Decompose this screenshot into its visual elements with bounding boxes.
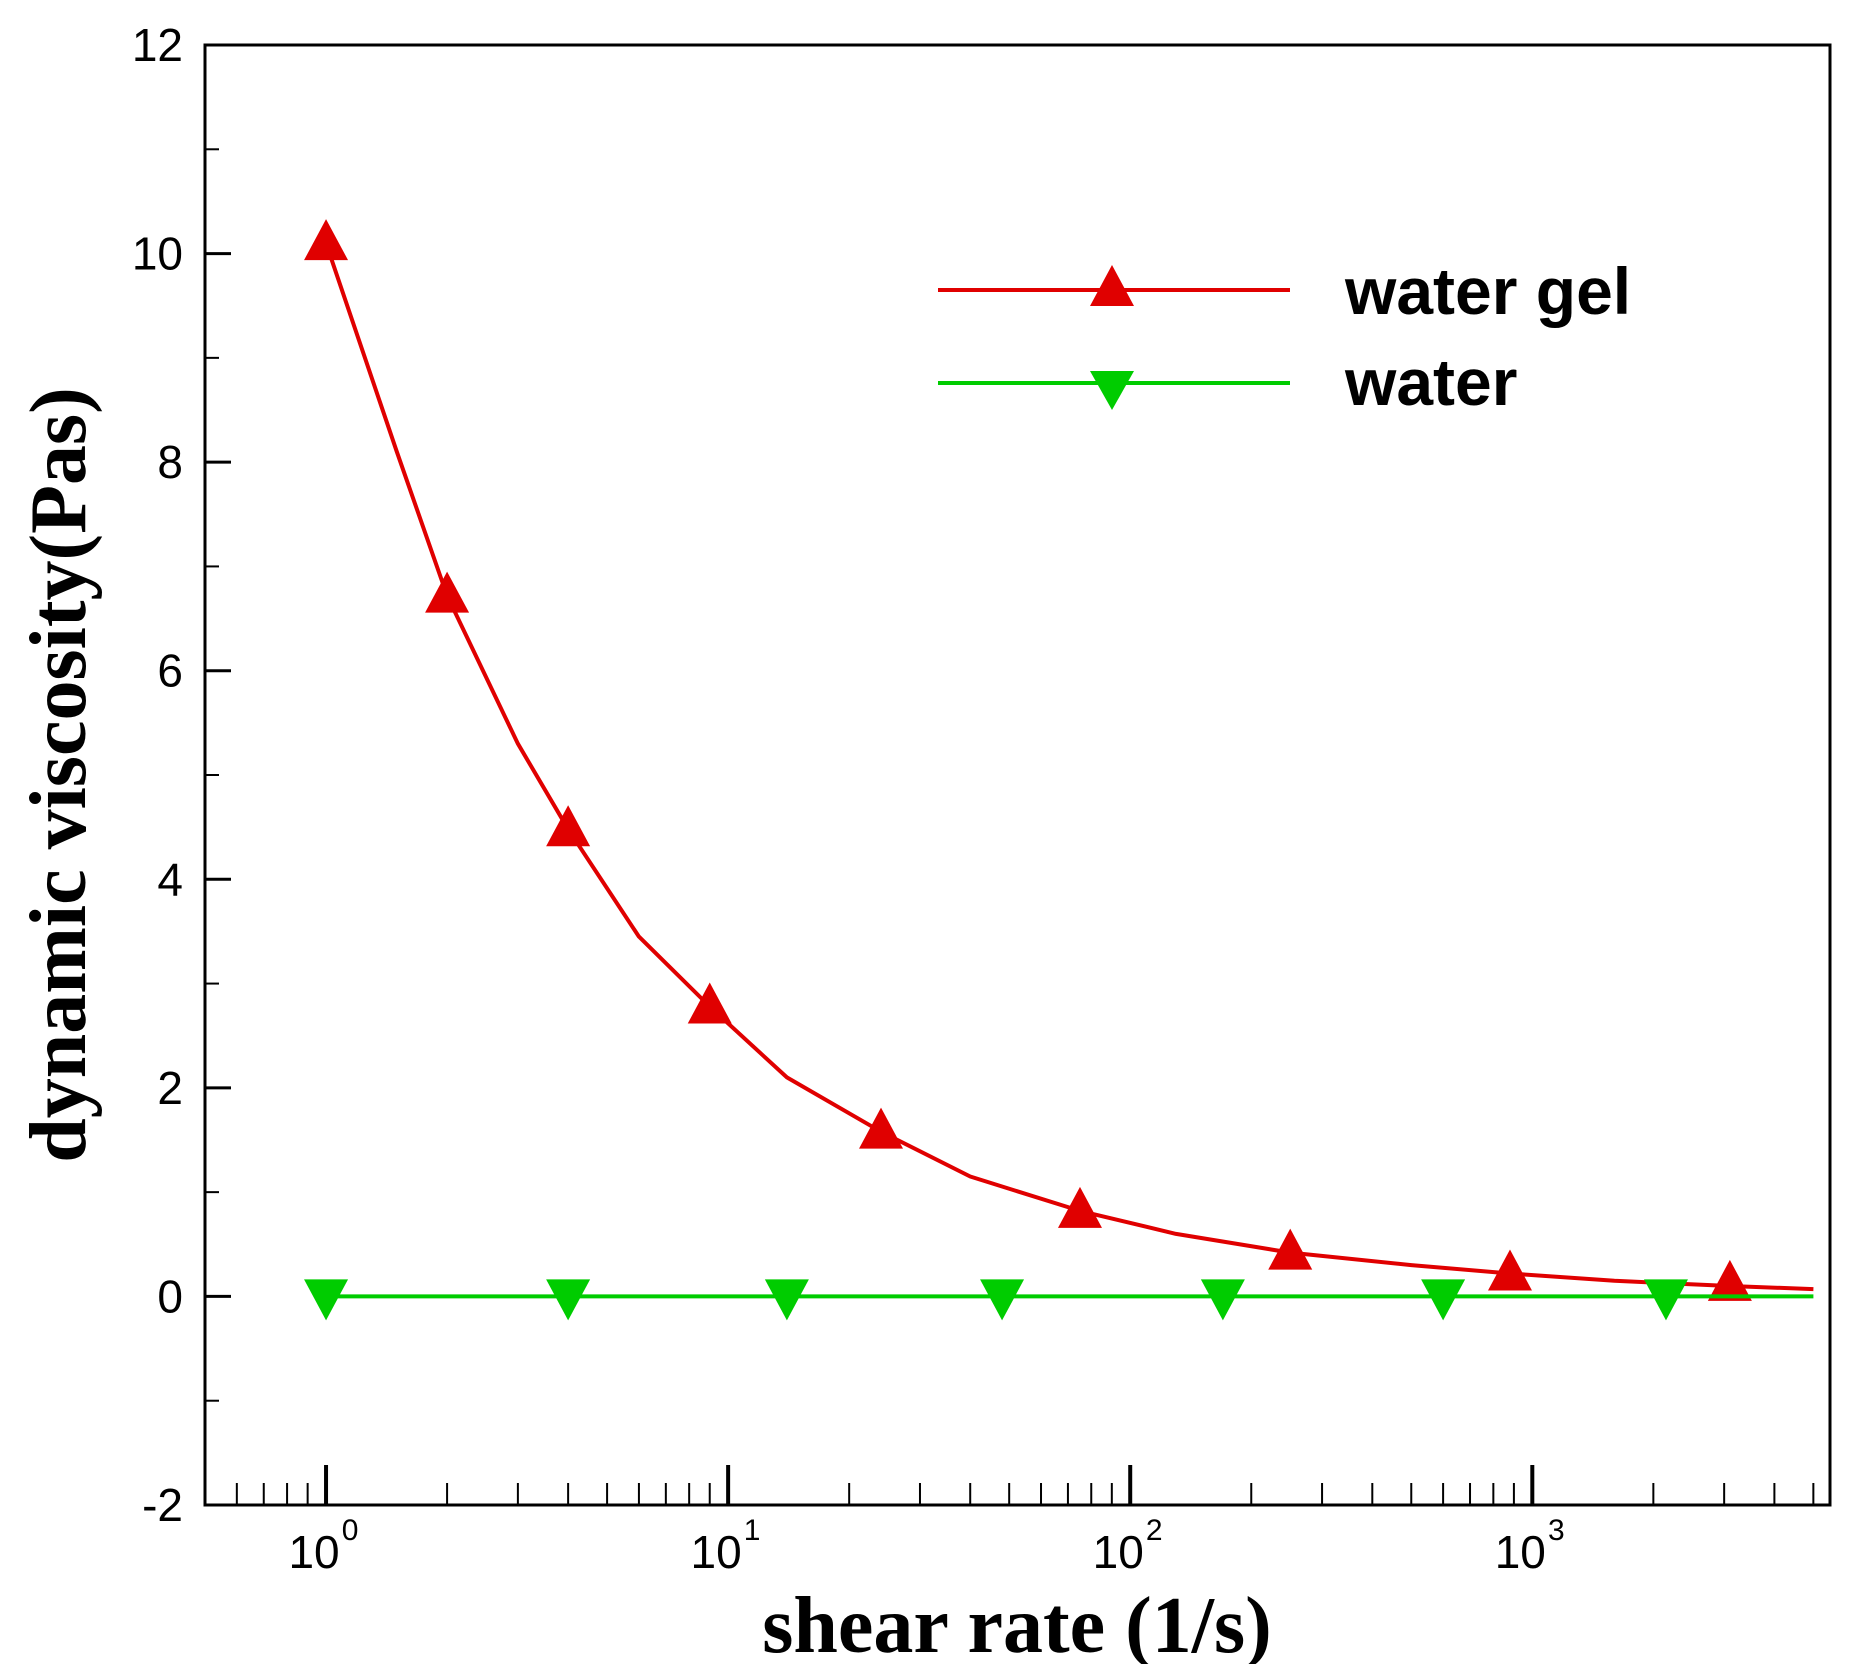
- x-tick-label-exponent: 2: [1146, 1514, 1163, 1547]
- x-axis-ticks: 10 0 10 1 10 2 10 3: [204, 1465, 1815, 1578]
- data-point-water-gel: [546, 805, 591, 847]
- legend: water gel water: [938, 254, 1631, 419]
- x-axis-title: shear rate (1/s): [762, 1582, 1272, 1664]
- y-tick-label: 2: [157, 1062, 183, 1114]
- data-point-water-gel: [1057, 1186, 1102, 1228]
- data-point-water-gel: [687, 982, 732, 1024]
- x-tick-label-exponent: 3: [1548, 1514, 1565, 1547]
- data-point-water: [980, 1279, 1025, 1321]
- data-point-water: [546, 1279, 591, 1321]
- x-tick-label: 10: [288, 1526, 339, 1578]
- y-axis-ticks: -2 0 2 4 6 8 10 12: [132, 19, 231, 1531]
- series-line-water-gel: [324, 242, 1814, 1292]
- data-point-water-gel: [1268, 1228, 1313, 1270]
- data-point-water-gel: [1487, 1249, 1532, 1291]
- data-point-water-gel: [1707, 1259, 1752, 1301]
- data-point-water-gel: [304, 219, 349, 261]
- y-tick-label: 10: [132, 228, 183, 280]
- x-tick-label: 10: [1495, 1526, 1546, 1578]
- data-point-water: [764, 1279, 809, 1321]
- legend-marker-water-gel: [1090, 265, 1134, 306]
- y-tick-label: 12: [132, 19, 183, 71]
- x-tick-label: 10: [1093, 1526, 1144, 1578]
- legend-marker-water: [1090, 371, 1134, 410]
- series-layer: [304, 219, 1814, 1321]
- y-tick-label: 4: [157, 853, 183, 905]
- y-tick-label: 8: [157, 436, 183, 488]
- data-point-water-gel: [425, 571, 470, 613]
- y-tick-label: -2: [142, 1479, 183, 1531]
- data-point-water-gel: [859, 1107, 904, 1149]
- data-point-water: [1200, 1279, 1245, 1321]
- x-tick-label-exponent: 1: [744, 1514, 761, 1547]
- legend-label-water-gel: water gel: [1344, 254, 1631, 328]
- legend-label-water: water: [1344, 345, 1517, 419]
- y-tick-label: 6: [157, 645, 183, 697]
- x-tick-label: 10: [691, 1526, 742, 1578]
- data-point-water: [1421, 1279, 1466, 1321]
- data-point-water: [1643, 1279, 1688, 1321]
- x-tick-label-exponent: 0: [342, 1514, 359, 1547]
- y-axis-title: dynamic viscosity(Pas): [15, 387, 103, 1163]
- data-point-water: [304, 1279, 349, 1321]
- y-tick-label: 0: [157, 1270, 183, 1322]
